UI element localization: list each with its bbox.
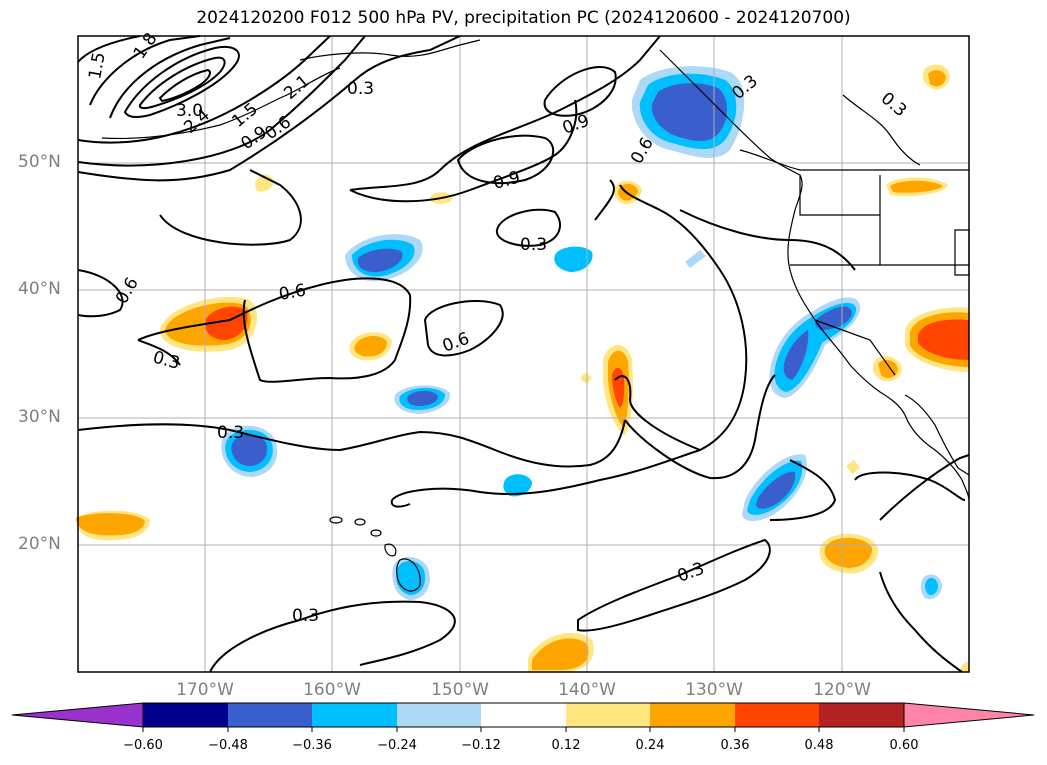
contour-label: 0.3 — [217, 423, 244, 443]
contour-label: 0.3 — [292, 606, 319, 626]
colorbar-tick-label: 0.60 — [889, 738, 919, 753]
colorbar-tick-label: −0.36 — [292, 738, 332, 753]
contour-label: 0.3 — [520, 235, 547, 255]
contour-label: 0.3 — [347, 79, 374, 99]
lon-label-130w: 130°W — [685, 680, 743, 700]
lat-label-20n: 20°N — [18, 534, 61, 554]
colorbar-tick-label: −0.60 — [123, 738, 163, 753]
colorbar-tick-label: −0.24 — [377, 738, 417, 753]
colorbar-tick-label: −0.48 — [208, 738, 248, 753]
coastlines — [101, 39, 970, 501]
colorbar-tick-label: 0.24 — [635, 738, 665, 753]
lon-label-140w: 140°W — [558, 680, 616, 700]
colorbar-tick-label: 0.48 — [804, 738, 834, 753]
hawaiian-islands — [329, 516, 421, 592]
contour-label: 1.5 — [85, 51, 109, 81]
colorbar-tick-label: 0.36 — [720, 738, 750, 753]
lat-label-50n: 50°N — [18, 152, 61, 172]
lat-label-40n: 40°N — [18, 279, 61, 299]
lon-label-170w: 170°W — [176, 680, 234, 700]
contour-label: 0.6 — [277, 281, 307, 305]
colorbar-tick-label: 0.12 — [551, 738, 581, 753]
lat-label-30n: 30°N — [18, 407, 61, 427]
contour-label: 3.0 — [176, 101, 203, 121]
map-frame — [77, 35, 970, 673]
lon-label-150w: 150°W — [431, 680, 489, 700]
colorbar — [11, 702, 1035, 732]
colorbar-tick-label: −0.12 — [461, 738, 501, 753]
lon-label-120w: 120°W — [813, 680, 871, 700]
precip-negative-shading — [221, 66, 942, 600]
map-background — [78, 36, 969, 672]
lon-label-160w: 160°W — [303, 680, 361, 700]
pv-contours — [77, 35, 970, 673]
map-title: 2024120200 F012 500 hPa PV, precipitatio… — [196, 8, 851, 28]
